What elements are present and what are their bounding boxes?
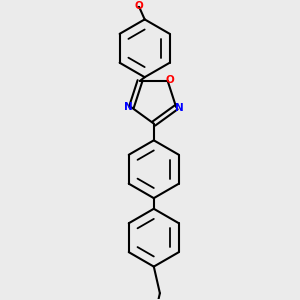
Text: N: N bbox=[175, 103, 183, 113]
Text: N: N bbox=[124, 101, 133, 112]
Text: O: O bbox=[165, 75, 174, 85]
Text: O: O bbox=[134, 1, 143, 11]
